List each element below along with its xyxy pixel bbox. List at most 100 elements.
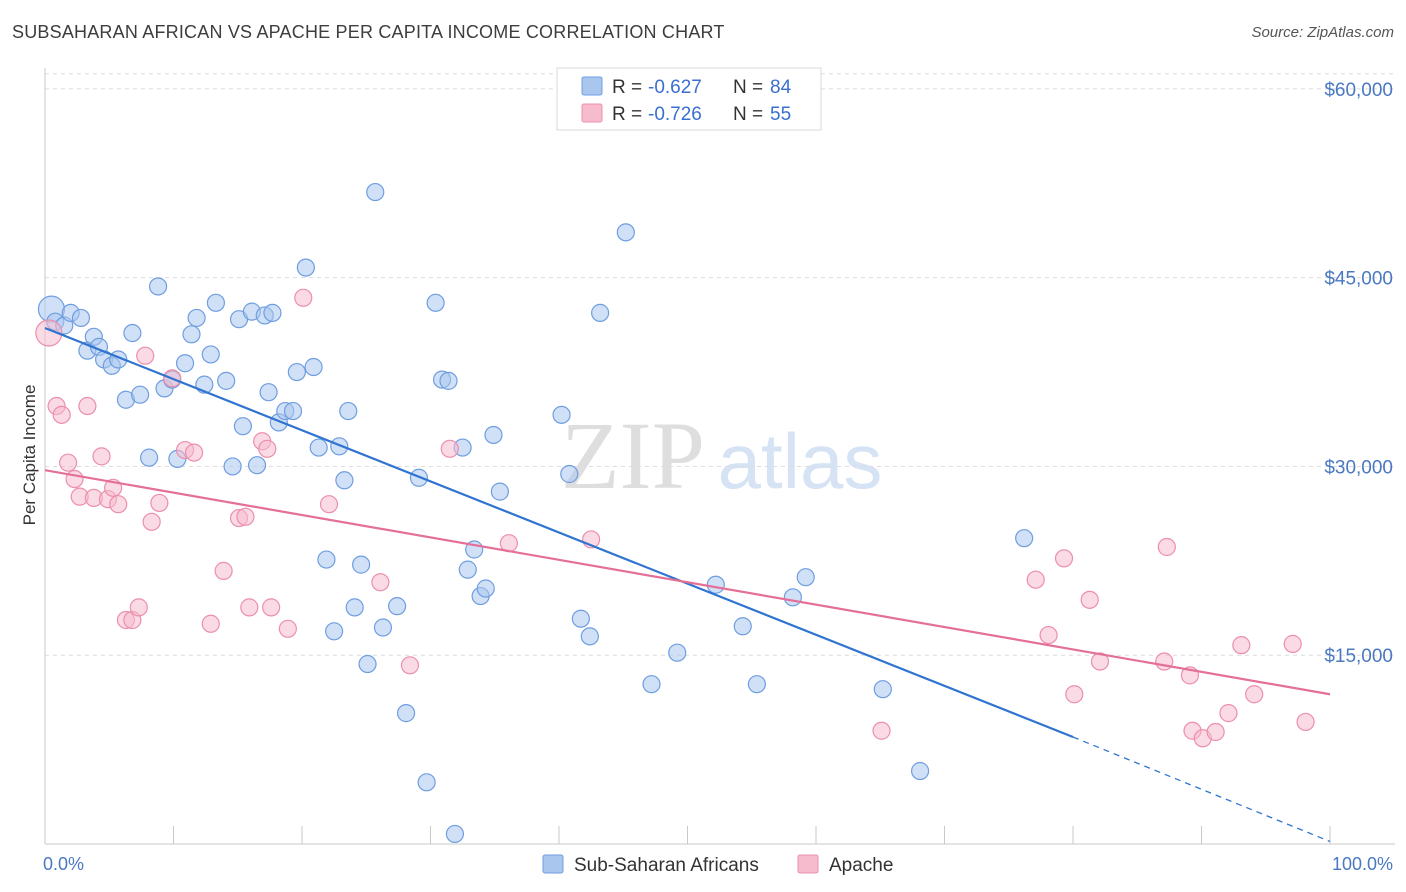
- apache-point: [371, 573, 390, 592]
- sub-saharan-point: [358, 654, 377, 674]
- apache-point: [1090, 652, 1110, 671]
- sub-saharan-point: [201, 345, 220, 364]
- legend-n-value-2: 55: [770, 104, 791, 125]
- gridlines: [45, 73, 1395, 656]
- apache-point: [1065, 685, 1084, 704]
- sub-saharan-point: [616, 223, 635, 242]
- sub-saharan-point: [259, 383, 278, 402]
- bottom-legend-label-2: Apache: [829, 855, 893, 876]
- sub-saharan-point: [335, 471, 354, 490]
- sub-saharan-point: [217, 371, 236, 390]
- sub-saharan-point: [139, 448, 159, 467]
- sub-saharan-point: [706, 575, 725, 594]
- bottom-legend-label-1: Sub-Saharan Africans: [574, 855, 759, 876]
- sub-saharan-point: [366, 182, 385, 202]
- y-tick-label: $15,000: [1324, 646, 1393, 667]
- apache-point: [400, 656, 420, 675]
- sub-saharan-point: [396, 704, 416, 723]
- apache-point: [872, 721, 891, 740]
- apache-point: [201, 614, 220, 633]
- legend-n-label-1: N =: [733, 77, 763, 98]
- x-tick-label-left: 0.0%: [43, 854, 84, 874]
- sub-saharan-point: [283, 401, 303, 421]
- sub-saharan-point: [175, 354, 195, 373]
- apache-point: [109, 495, 128, 514]
- sub-saharan-point: [476, 579, 495, 598]
- apache-point: [278, 619, 297, 638]
- sub-saharan-point: [571, 609, 590, 628]
- y-axis-title: Per Capita Income: [20, 385, 39, 526]
- sub-saharan-point: [345, 598, 364, 617]
- legend-swatch-pink: [581, 103, 603, 123]
- legend-r-value-2: -0.726: [648, 104, 702, 125]
- sub-saharan-point: [223, 457, 242, 476]
- y-tick-label: $60,000: [1324, 80, 1393, 101]
- chart-title: SUBSAHARAN AFRICAN VS APACHE PER CAPITA …: [12, 22, 725, 42]
- sub-saharan-point: [783, 588, 802, 607]
- sub-saharan-point: [747, 675, 766, 694]
- apache-trend-line: [44, 469, 1331, 696]
- sub-saharan-point: [445, 824, 465, 844]
- sub-saharan-point: [910, 761, 930, 781]
- sub-saharan-point: [484, 425, 503, 445]
- sub-saharan-point: [263, 303, 282, 322]
- apache-point: [150, 493, 169, 513]
- watermark-atlas: atlas: [718, 417, 883, 505]
- apache-point: [236, 507, 255, 526]
- axes: [44, 68, 1395, 845]
- sub-saharan-point: [560, 464, 579, 484]
- apache-point: [35, 319, 63, 347]
- sub-saharan-point: [439, 371, 458, 390]
- data-points: [35, 182, 1315, 844]
- sub-saharan-trend-extension: [1072, 736, 1331, 843]
- sub-saharan-point: [304, 357, 323, 377]
- sub-saharan-point: [490, 482, 509, 501]
- sub-saharan-point: [206, 293, 226, 312]
- x-tick-label-right: 100.0%: [1332, 854, 1393, 874]
- apache-point: [184, 443, 204, 462]
- sub-saharan-point: [339, 401, 358, 421]
- sub-saharan-point: [426, 293, 445, 312]
- apache-point: [262, 598, 281, 617]
- y-tick-label: $45,000: [1324, 269, 1393, 290]
- y-tick-label: $30,000: [1324, 457, 1393, 478]
- legend-r-value-1: -0.627: [648, 77, 702, 98]
- sub-saharan-point: [873, 680, 892, 699]
- apache-point: [1054, 549, 1074, 568]
- legend-r-label-1: R =: [612, 77, 642, 98]
- y-tick-labels: $15,000 $30,000 $45,000 $60,000: [1324, 80, 1393, 667]
- apache-point: [214, 561, 233, 580]
- apache-point: [240, 598, 259, 617]
- correlation-legend: R = -0.627 N = 84 R = -0.726 N = 55: [556, 67, 822, 131]
- sub-saharan-trend-line: [44, 326, 1074, 739]
- apache-point: [142, 512, 161, 531]
- apache-point: [136, 346, 155, 365]
- apache-point: [1080, 590, 1099, 609]
- x-tick-labels: 0.0% 100.0%: [43, 854, 1393, 874]
- bottom-legend-swatch-pink: [797, 854, 819, 874]
- series-legend: Sub-Saharan Africans Apache: [542, 854, 893, 876]
- sub-saharan-point: [642, 675, 661, 694]
- legend-r-label-2: R =: [612, 104, 642, 125]
- watermark-zip: ZIP: [561, 402, 705, 509]
- sub-saharan-point: [458, 560, 477, 579]
- apache-point: [1219, 704, 1238, 723]
- sub-saharan-point: [796, 568, 815, 587]
- sub-saharan-point: [1015, 529, 1034, 548]
- apache-point: [92, 447, 111, 466]
- bottom-legend-swatch-blue: [542, 854, 564, 874]
- sub-saharan-point: [733, 617, 752, 636]
- legend-n-value-1: 84: [770, 77, 792, 98]
- sub-saharan-point: [287, 362, 306, 382]
- trend-lines: [44, 326, 1331, 843]
- apache-point: [1039, 625, 1058, 645]
- sub-saharan-point: [309, 438, 328, 457]
- apache-point: [1245, 685, 1264, 704]
- sub-saharan-point: [148, 277, 168, 296]
- apache-point: [1026, 570, 1045, 589]
- apache-point: [319, 495, 339, 514]
- sub-saharan-point: [187, 308, 206, 328]
- sub-saharan-point: [325, 622, 344, 641]
- legend-n-label-2: N =: [733, 104, 763, 125]
